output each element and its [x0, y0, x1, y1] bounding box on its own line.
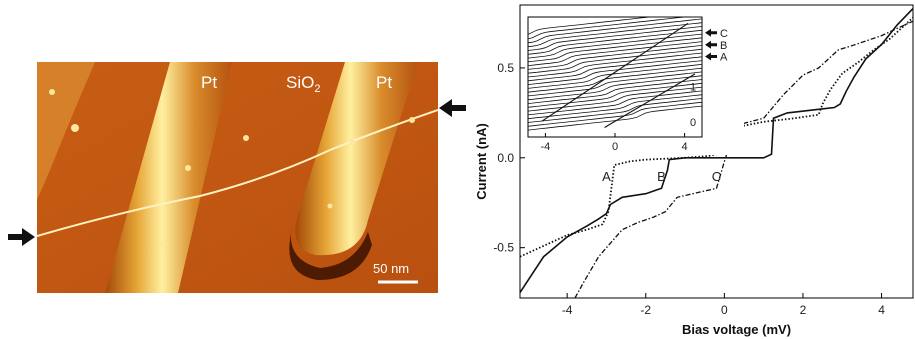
inset-curve [527, 98, 703, 123]
afm-ridge-left-edge [37, 62, 95, 200]
scale-bar-label: 50 nm [373, 261, 409, 276]
inset-curve [527, 41, 703, 66]
arrow-left-icon [705, 40, 717, 49]
inset-right-label-A: A [720, 51, 728, 63]
inset-right-label-1: 1 [690, 81, 696, 93]
inset-curve [527, 64, 703, 89]
inset-diagonal [541, 22, 689, 122]
afm-nanowire [37, 109, 438, 237]
inset-right-label-C: C [720, 28, 728, 40]
inset-curve [527, 75, 703, 101]
inset-diagonal [604, 73, 696, 128]
inset-curve [527, 18, 703, 44]
main-chart: -4 -2 0 2 4 -0.5 0.0 0.5 Bias voltage (mV) Curren… [474, 4, 914, 337]
label-pt-right: Pt [376, 73, 392, 92]
inset-x-tick-label: 4 [682, 141, 688, 153]
afm-image: Pt SiO2 Pt 50 nm [8, 62, 466, 293]
afm-ridge-right [295, 62, 418, 256]
plot-frame [519, 4, 914, 299]
x-tick-label: 0 [721, 303, 728, 317]
series-line-dotted [519, 16, 914, 258]
inset-x-tick-label: 0 [612, 141, 618, 153]
inset-x-tick-label: -4 [541, 141, 551, 153]
iv-chart: -4 -2 0 2 4 -0.5 0.0 0.5 Bias voltage (mV) Curren… [474, 4, 914, 337]
arrow-left-icon [705, 28, 717, 37]
inset-curve [527, 56, 703, 82]
annotation-A: A [602, 169, 611, 184]
afm-particle [349, 139, 355, 145]
inset-curve [527, 45, 703, 70]
inset-right-label-0: 0 [690, 117, 696, 129]
inset-curve [527, 37, 703, 63]
x-axis-label: Bias voltage (mV) [682, 322, 791, 337]
inset-curve [527, 71, 703, 97]
inset-curve [527, 60, 703, 85]
inset-curve [527, 86, 703, 112]
inset-curve [527, 22, 703, 48]
inset-curve [527, 79, 703, 104]
annotation-B: B [657, 169, 666, 184]
arrow-right-icon [8, 228, 35, 246]
series-line-solid [519, 8, 914, 294]
afm-particle [243, 135, 249, 141]
afm-particle [327, 203, 333, 209]
inset-curve [527, 33, 703, 59]
afm-particle [185, 165, 191, 171]
y-tick-label: 0.5 [497, 61, 514, 75]
afm-ridge-middle [105, 62, 232, 293]
inset-curve [527, 16, 702, 40]
x-tick-label: -4 [562, 303, 573, 317]
label-sio2: SiO2 [286, 73, 320, 95]
inset-curve [527, 67, 703, 93]
afm-ridge-shadow [289, 225, 372, 280]
y-axis-label: Current (nA) [474, 123, 489, 200]
arrow-left-icon [439, 99, 466, 117]
x-tick-label: -2 [640, 303, 651, 317]
x-tick-label: 2 [800, 303, 807, 317]
y-tick-label: 0.0 [497, 151, 514, 165]
inset-right-label-B: B [720, 40, 727, 52]
afm-particle [160, 240, 166, 246]
inset-curve [527, 90, 703, 116]
afm-particle [49, 89, 55, 95]
afm-particle [71, 124, 79, 132]
x-tick-label: 4 [878, 303, 885, 317]
arrow-left-icon [705, 52, 717, 61]
inset-curve [527, 48, 703, 74]
inset-curve [527, 16, 702, 35]
annotation-C: C [712, 169, 721, 184]
inset-curve [527, 52, 703, 78]
inset-curve [527, 101, 703, 127]
afm-particle [409, 117, 415, 123]
inset-curve [527, 26, 703, 51]
y-tick-label: -0.5 [493, 241, 514, 255]
label-pt-left: Pt [201, 73, 217, 92]
inset-curve [527, 94, 703, 120]
inset-curve [527, 105, 703, 131]
